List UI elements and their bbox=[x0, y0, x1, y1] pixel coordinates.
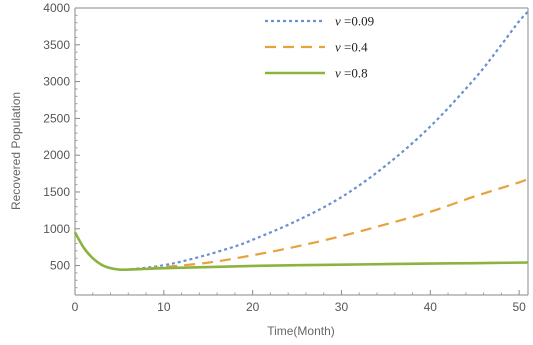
x-tick-label: 30 bbox=[335, 300, 349, 314]
plot-frame bbox=[74, 7, 529, 296]
x-tick-label: 50 bbox=[512, 300, 526, 314]
x-axis-ticks: 0 10 20 30 40 50 bbox=[72, 290, 526, 314]
x-tick-label: 20 bbox=[246, 300, 260, 314]
x-tick-label: 40 bbox=[424, 300, 438, 314]
legend-label-1: v =0.09 bbox=[335, 14, 374, 29]
series-line-1 bbox=[74, 10, 529, 271]
y-tick-label: 2000 bbox=[43, 148, 70, 162]
y-axis-title: Recovered Population bbox=[9, 92, 23, 210]
series-line-2 bbox=[74, 177, 529, 271]
y-tick-label: 500 bbox=[50, 259, 70, 273]
y-axis-ticks: 500 1000 1500 2000 2500 3000 3500 4000 bbox=[43, 1, 80, 289]
series-lines bbox=[73, 10, 529, 272]
y-tick-label: 2500 bbox=[43, 111, 70, 125]
legend-label-2: v =0.4 bbox=[335, 40, 368, 55]
y-tick-label: 4000 bbox=[43, 1, 70, 15]
y-tick-label: 3500 bbox=[43, 38, 70, 52]
x-tick-label: 10 bbox=[157, 300, 171, 314]
y-tick-label: 1000 bbox=[43, 222, 70, 236]
y-tick-label: 3000 bbox=[43, 75, 70, 89]
legend-label-3: v =0.8 bbox=[335, 66, 368, 81]
series-line-3 bbox=[73, 231, 529, 272]
x-axis-title: Time(Month) bbox=[267, 324, 335, 338]
x-tick-label: 0 bbox=[72, 300, 79, 314]
y-tick-label: 1500 bbox=[43, 185, 70, 199]
legend: v =0.09 v =0.4 v =0.8 bbox=[265, 14, 374, 81]
